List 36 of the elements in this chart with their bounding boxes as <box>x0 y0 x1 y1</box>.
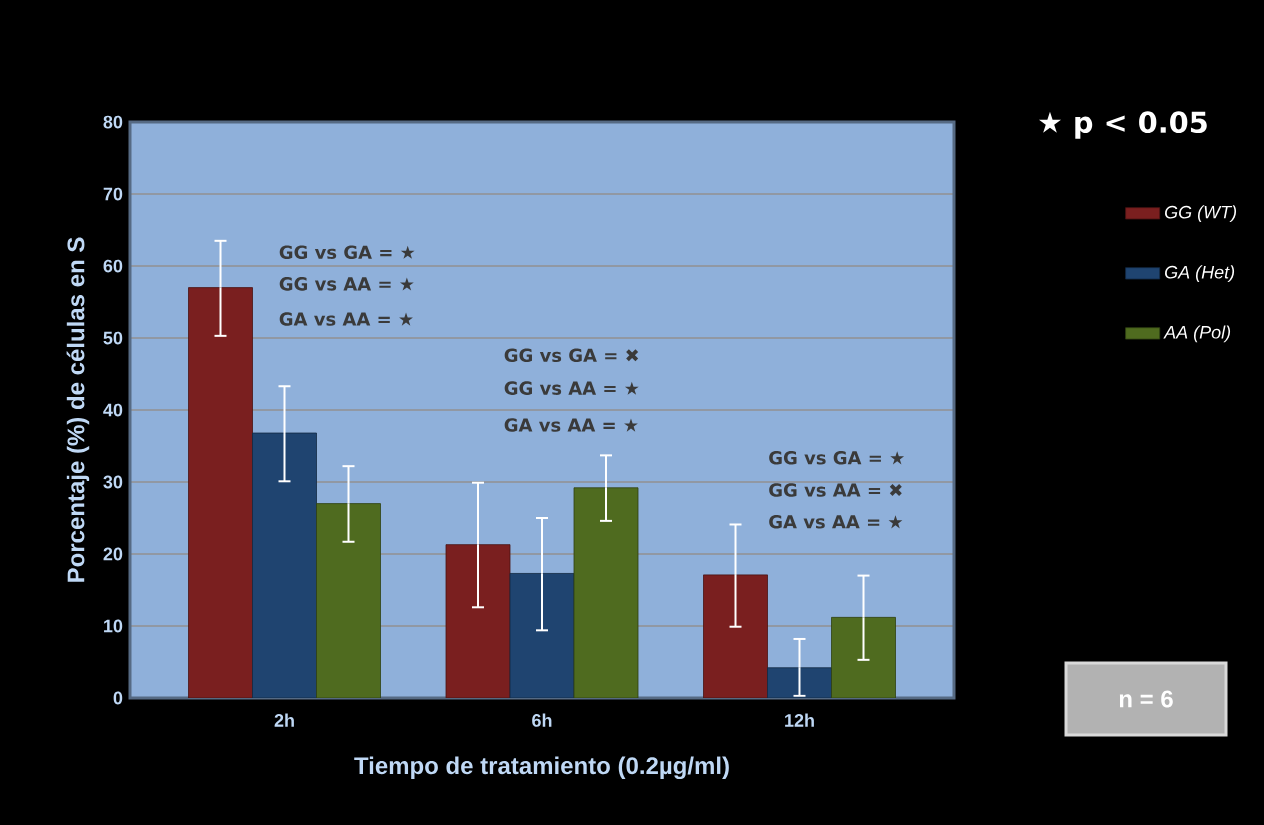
annotation: GA vs AA = ★ <box>504 418 638 432</box>
bar <box>509 573 575 698</box>
bar <box>188 287 253 698</box>
x-tick-label: 12h <box>785 713 814 727</box>
text: n = 6 <box>1119 690 1173 708</box>
x-tick-label: 2h <box>274 713 294 727</box>
text: ★ p < 0.05 <box>1038 111 1207 139</box>
legend-label: AA (Pol) <box>1163 325 1231 343</box>
annotation: GA vs AA = ★ <box>279 312 413 326</box>
y-tick-label: 70 <box>103 187 123 201</box>
annotation: GG vs AA = ★ <box>279 277 414 291</box>
x-tick-label: 6h <box>532 713 552 727</box>
annotation: GG vs GA = ✖ <box>504 348 639 363</box>
legend-label: GG (WT) <box>1165 205 1237 223</box>
annotation: GG vs AA = ★ <box>504 381 639 395</box>
y-tick-label: 0 <box>113 691 123 705</box>
bar <box>767 667 832 698</box>
bar <box>703 574 768 698</box>
y-tick-label: 50 <box>103 331 123 345</box>
y-tick-label: 10 <box>104 619 123 633</box>
x-axis-title: Tiempo de tratamiento (0.2µg/ml) <box>354 756 729 780</box>
y-tick-label: 20 <box>103 547 123 561</box>
y-tick-label: 30 <box>103 475 123 489</box>
y-tick-label: 80 <box>103 115 123 129</box>
bar <box>445 544 511 698</box>
legend-label: GA (Het) <box>1165 265 1235 283</box>
annotation: GA vs AA = ★ <box>769 514 903 529</box>
y-tick-label: 60 <box>103 259 123 273</box>
bar <box>252 432 317 698</box>
y-axis-title: Porcentaje (%) de células en S <box>66 237 90 582</box>
bar <box>316 503 381 698</box>
y-tick-label: 40 <box>103 403 123 417</box>
annotation: GG vs GA = ★ <box>769 451 905 465</box>
annotation: GG vs AA = ✖ <box>769 483 902 497</box>
bar <box>573 487 639 698</box>
annotation: GG vs GA = ★ <box>279 245 415 259</box>
